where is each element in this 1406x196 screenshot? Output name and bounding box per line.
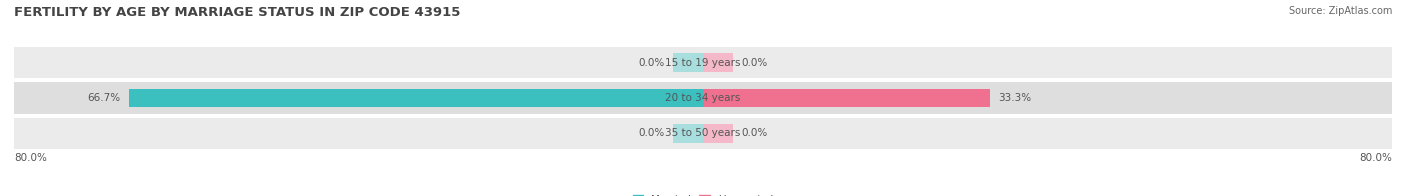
Bar <box>673 53 703 72</box>
Bar <box>703 124 733 143</box>
Bar <box>673 124 703 143</box>
Bar <box>14 118 1392 149</box>
Legend: Married, Unmarried: Married, Unmarried <box>633 195 773 196</box>
Text: FERTILITY BY AGE BY MARRIAGE STATUS IN ZIP CODE 43915: FERTILITY BY AGE BY MARRIAGE STATUS IN Z… <box>14 6 460 19</box>
Bar <box>14 83 1392 113</box>
Text: 20 to 34 years: 20 to 34 years <box>665 93 741 103</box>
Text: 0.0%: 0.0% <box>638 128 664 138</box>
Bar <box>703 53 733 72</box>
Bar <box>128 89 703 107</box>
Text: 0.0%: 0.0% <box>638 58 664 68</box>
Text: 35 to 50 years: 35 to 50 years <box>665 128 741 138</box>
Text: 15 to 19 years: 15 to 19 years <box>665 58 741 68</box>
Text: Source: ZipAtlas.com: Source: ZipAtlas.com <box>1288 6 1392 16</box>
Text: 0.0%: 0.0% <box>742 128 768 138</box>
Text: 0.0%: 0.0% <box>742 58 768 68</box>
Text: 80.0%: 80.0% <box>14 153 46 163</box>
Text: 66.7%: 66.7% <box>87 93 120 103</box>
Text: 80.0%: 80.0% <box>1360 153 1392 163</box>
Bar <box>703 89 990 107</box>
Text: 33.3%: 33.3% <box>998 93 1032 103</box>
Bar <box>14 47 1392 78</box>
